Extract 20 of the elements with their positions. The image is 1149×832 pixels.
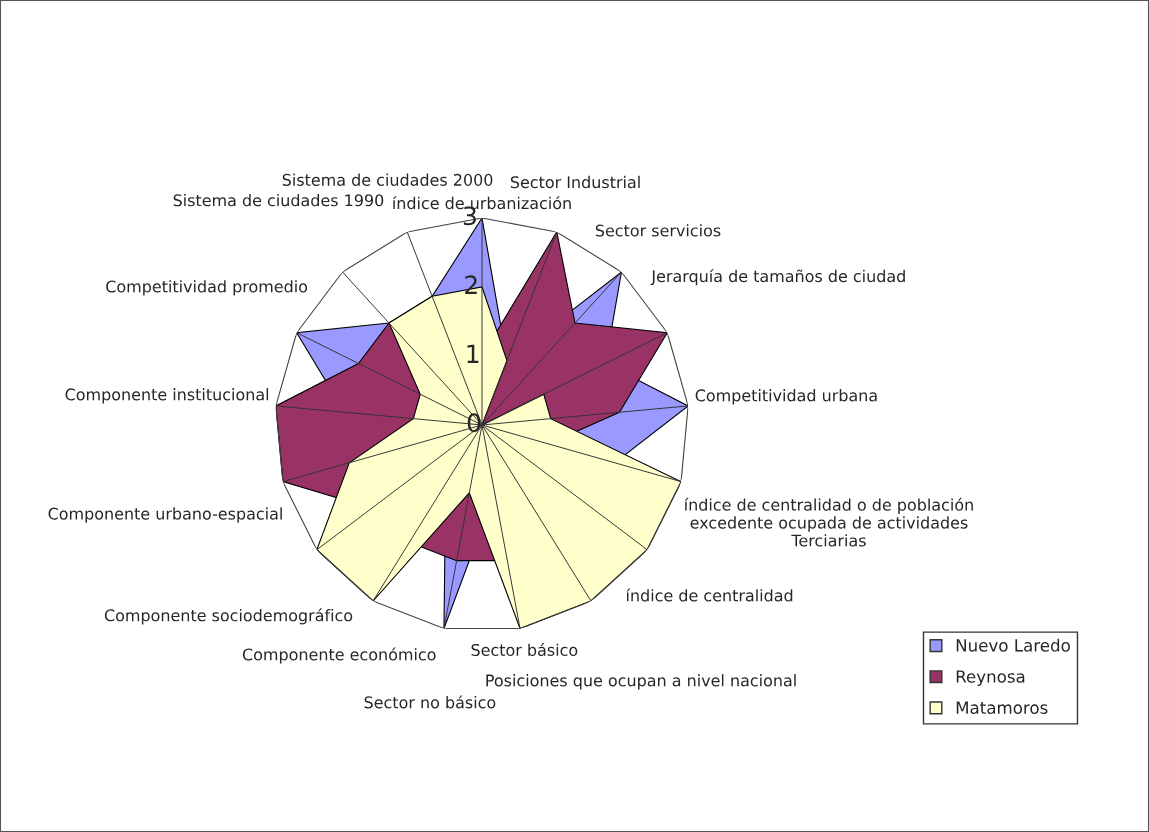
spoke-label: Componente económico [242, 647, 436, 664]
legend-label: Matamoros [956, 701, 1048, 714]
spoke-label: Componente institucional [65, 388, 269, 404]
legend-label: Nuevo Laredo [956, 638, 1070, 652]
spoke-label: Competitividad urbana [695, 389, 877, 405]
spoke-label: Componente sociodemográfico [104, 608, 353, 625]
spoke-label: índice de centralidad [626, 588, 793, 602]
y-tick-label: 1 [467, 344, 479, 363]
spoke-label: Sistema de ciudades 1990 [173, 193, 384, 207]
spoke-label: Sistema de ciudades 2000 [282, 173, 493, 186]
spoke-label: Sector servicios [595, 224, 721, 237]
spoke-label: Componente urbano-espacial [48, 507, 282, 523]
spoke-label: Competitividad promedio [106, 280, 308, 296]
spoke-label: Sector básico [471, 643, 578, 657]
spoke-label: Sector no básico [364, 695, 496, 709]
spoke-label: Posiciones que ocupan a nivel nacional [486, 674, 796, 690]
spoke-label: índice de centralidad o de población excedente ocupada de actividades Terciarias [684, 497, 973, 547]
spoke-label: Sector Industrial [510, 175, 640, 189]
legend-label: Reynosa [956, 670, 1025, 687]
spoke-label: Jerarquía de tamaños de ciudad [650, 269, 905, 286]
